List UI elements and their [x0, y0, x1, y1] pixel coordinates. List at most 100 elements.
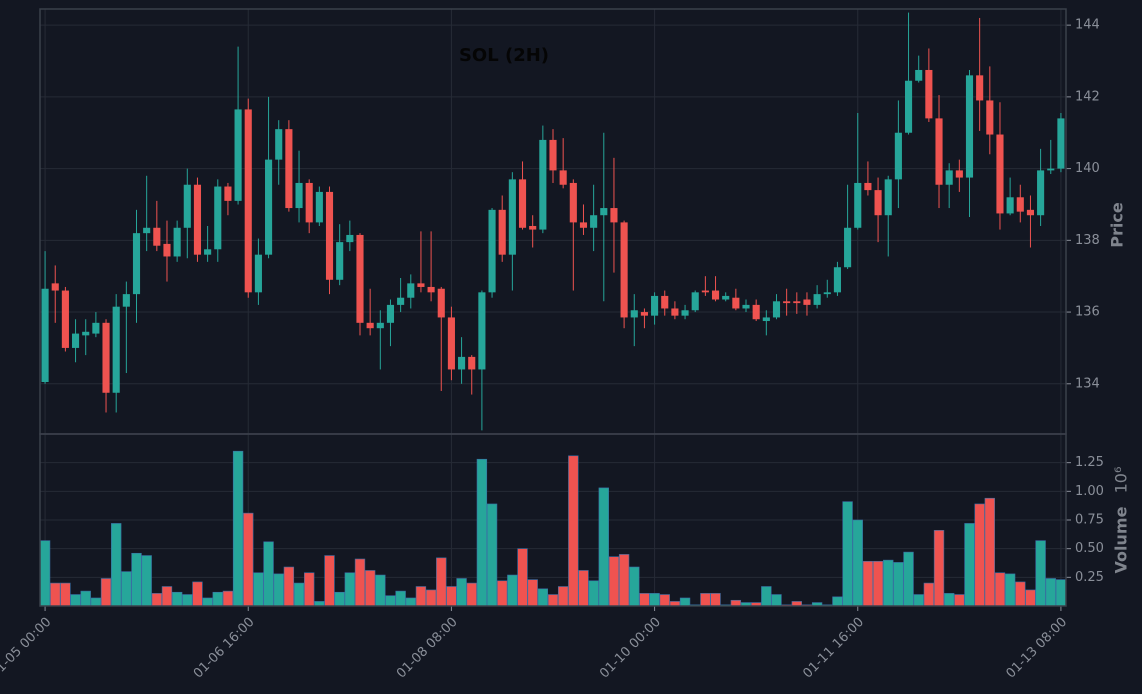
y-tick-label: 0.25 — [1075, 570, 1104, 585]
volume-bar — [60, 582, 71, 607]
y-tick-label: 1.25 — [1075, 455, 1104, 470]
candle-body — [376, 322, 384, 329]
candle-body — [996, 134, 1004, 214]
volume-bar — [354, 558, 366, 607]
candle-body — [366, 322, 374, 329]
candle-body — [285, 129, 293, 209]
candle-body — [163, 243, 171, 257]
candle-body — [549, 139, 557, 171]
volume-bar — [80, 590, 91, 607]
candle-body — [508, 179, 516, 255]
volume-bar — [192, 581, 203, 607]
candle-body — [336, 242, 344, 280]
volume-bar — [649, 593, 660, 607]
volume-bar — [710, 593, 721, 607]
volume-bar — [243, 512, 254, 607]
volume-bar — [171, 591, 183, 607]
candle-body — [305, 182, 313, 223]
candle-body — [234, 109, 242, 201]
volume-bar — [974, 503, 985, 607]
y-tick-label: 140 — [1075, 161, 1100, 176]
candle-body — [701, 290, 709, 293]
volume-bar — [182, 594, 193, 607]
candle-body — [244, 109, 252, 293]
volume-bar — [517, 548, 528, 607]
candle-body — [590, 215, 598, 228]
candle-body — [671, 308, 679, 316]
candle-body — [732, 297, 740, 309]
candle-body — [295, 182, 303, 209]
volume-bar — [984, 497, 995, 607]
candle-body — [833, 267, 841, 293]
volume-bar — [883, 559, 894, 607]
volume-bar — [507, 574, 518, 607]
volume-bar — [273, 573, 284, 607]
candle-body — [711, 290, 720, 300]
candle-body — [651, 295, 659, 316]
candle-body — [254, 254, 262, 293]
candle-body — [427, 286, 435, 293]
y-tick-label: 1.00 — [1075, 484, 1104, 499]
candle-body — [762, 317, 770, 322]
volume-axis-label: Volume — [1112, 506, 1131, 573]
volume-bar — [862, 560, 874, 607]
volume-bar — [872, 560, 884, 607]
volume-bar — [161, 586, 173, 607]
volume-bar — [344, 572, 356, 607]
candle-body — [1037, 170, 1045, 216]
candle-body — [935, 118, 943, 185]
volume-bar — [588, 580, 599, 607]
candle-body — [1016, 197, 1024, 212]
volume-bar — [679, 597, 691, 607]
candle-body — [397, 297, 405, 305]
candle-body — [315, 191, 323, 223]
candle-body — [153, 227, 161, 246]
volume-bar — [232, 450, 244, 607]
candle-body — [1026, 209, 1035, 216]
volume-bar — [903, 551, 914, 607]
volume-bar — [608, 556, 620, 607]
volume-bar — [659, 594, 670, 607]
candle-body — [772, 301, 781, 318]
volume-bar — [944, 593, 955, 607]
volume-bar — [832, 596, 843, 607]
candle-body — [752, 304, 760, 320]
candle-body — [112, 306, 120, 393]
candle-body — [173, 227, 181, 257]
candle-body — [458, 356, 466, 370]
candle-body — [51, 283, 59, 291]
candle-body — [579, 222, 588, 228]
y-tick-label: 142 — [1075, 89, 1100, 104]
candle-body — [823, 292, 831, 295]
candle-body — [894, 132, 902, 180]
candle-body — [214, 186, 222, 250]
volume-bar — [954, 594, 965, 607]
candle-body — [722, 295, 730, 300]
candle-body — [224, 186, 232, 201]
y-tick-label: 0.75 — [1075, 513, 1104, 528]
volume-bar — [557, 586, 569, 607]
candle-body — [620, 222, 628, 318]
volume-bar — [761, 586, 772, 607]
candle-body — [569, 182, 577, 223]
candle-body — [386, 304, 395, 323]
candle-body — [691, 292, 699, 311]
volume-bar — [771, 594, 782, 607]
volume-bar — [700, 593, 711, 607]
volume-bar — [842, 501, 853, 607]
volume-bar — [547, 594, 559, 607]
candle-body — [600, 208, 608, 216]
volume-bar — [476, 458, 488, 607]
candle-body — [945, 170, 953, 185]
volume-bar — [1045, 578, 1056, 607]
volume-bar — [212, 591, 223, 607]
volume-offset-label: 10⁶ — [1112, 467, 1131, 494]
volume-bar — [141, 555, 152, 607]
candle-body — [915, 69, 923, 81]
volume-bar — [1015, 581, 1026, 607]
volume-bar — [151, 593, 162, 607]
volume-bar — [446, 586, 457, 607]
candle-body — [610, 208, 618, 223]
candle-body — [71, 333, 80, 348]
